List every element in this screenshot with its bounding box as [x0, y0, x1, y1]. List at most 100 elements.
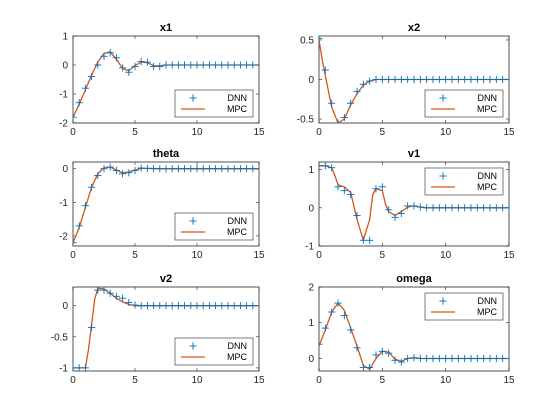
y-tick-label: -0.5 — [297, 115, 315, 126]
data-point-dnn — [372, 351, 380, 359]
data-point-dnn — [174, 165, 182, 173]
legend-box — [174, 337, 254, 366]
x-tick-label: 0 — [70, 127, 76, 138]
data-point-dnn — [187, 165, 195, 173]
chart-title: x2 — [408, 22, 420, 34]
data-point-dnn — [193, 165, 201, 173]
data-point-dnn — [397, 75, 405, 84]
data-point-dnn — [119, 294, 127, 302]
data-point-dnn — [416, 203, 424, 211]
data-point-dnn — [480, 75, 488, 84]
data-point-dnn — [334, 119, 342, 123]
data-point-dnn — [106, 49, 114, 57]
data-point-dnn — [442, 354, 450, 363]
x-tick-label: 15 — [253, 375, 265, 386]
data-point-dnn — [353, 211, 361, 220]
data-point-dnn — [218, 165, 226, 173]
data-point-dnn — [73, 239, 77, 246]
data-point-dnn — [435, 354, 443, 363]
legend-label: DNN — [478, 93, 498, 103]
data-point-dnn — [156, 302, 164, 310]
data-point-dnn — [81, 84, 89, 92]
legend-label: MPC — [477, 104, 498, 114]
x-tick-label: 5 — [132, 127, 138, 138]
x-tick-label: 0 — [316, 250, 322, 261]
data-point-dnn — [423, 204, 431, 212]
data-point-dnn — [187, 61, 195, 69]
data-point-dnn — [435, 75, 443, 84]
data-point-dnn — [410, 354, 418, 362]
legend-label: MPC — [227, 227, 248, 237]
data-point-dnn — [94, 61, 102, 69]
data-point-dnn — [505, 204, 509, 212]
data-point-dnn — [73, 364, 77, 371]
data-point-dnn — [94, 171, 102, 180]
data-point-dnn — [347, 190, 355, 199]
data-point-dnn — [505, 354, 509, 363]
data-area — [73, 287, 259, 371]
data-point-dnn — [75, 222, 83, 230]
data-point-dnn — [442, 204, 450, 212]
data-point-dnn — [473, 75, 481, 84]
data-point-dnn — [461, 354, 469, 363]
legend-plus-marker — [189, 94, 197, 102]
data-area — [73, 49, 259, 121]
data-point-dnn — [467, 75, 475, 84]
data-point-dnn — [75, 99, 83, 107]
data-point-dnn — [249, 61, 257, 69]
data-point-dnn — [448, 75, 456, 84]
data-point-dnn — [486, 204, 494, 212]
data-point-dnn — [205, 61, 213, 69]
y-tick-label: -2 — [59, 119, 68, 130]
legend-plus-marker — [189, 217, 197, 225]
data-point-dnn — [150, 302, 158, 310]
data-point-dnn — [143, 58, 151, 66]
data-point-dnn — [181, 165, 189, 173]
data-area — [319, 162, 509, 244]
y-tick-label: -0.5 — [51, 332, 69, 343]
data-point-dnn — [119, 64, 127, 72]
data-point-dnn — [442, 75, 450, 84]
y-tick-label: 0 — [308, 75, 314, 86]
data-point-dnn — [454, 354, 462, 363]
data-point-dnn — [112, 54, 120, 62]
y-tick-label: 1 — [308, 318, 314, 329]
data-point-dnn — [119, 170, 127, 178]
data-area — [73, 163, 259, 246]
x-tick-label: 10 — [191, 250, 203, 261]
data-point-dnn — [359, 80, 367, 88]
y-tick-label: -2 — [59, 231, 68, 242]
data-point-dnn — [340, 187, 348, 195]
y-tick-label: -1 — [305, 242, 314, 253]
data-point-dnn — [404, 354, 412, 363]
data-point-dnn — [480, 204, 488, 212]
x-tick-label: 15 — [503, 250, 515, 261]
y-tick-label: -1 — [59, 90, 68, 101]
data-point-dnn — [410, 202, 418, 210]
data-point-dnn — [162, 302, 170, 310]
data-point-dnn — [112, 292, 120, 300]
data-point-dnn — [125, 169, 133, 177]
legend-label: MPC — [227, 104, 248, 114]
x-tick-label: 5 — [380, 375, 386, 386]
data-point-dnn — [112, 166, 120, 174]
data-point-dnn — [199, 302, 207, 310]
data-point-dnn — [347, 99, 355, 107]
data-point-dnn — [131, 166, 139, 174]
x-tick-label: 0 — [70, 250, 76, 261]
data-point-dnn — [212, 61, 220, 69]
x-tick-label: 15 — [503, 127, 515, 138]
data-point-dnn — [448, 204, 456, 212]
data-point-dnn — [181, 302, 189, 310]
data-point-dnn — [366, 77, 374, 85]
x-tick-label: 15 — [503, 375, 515, 386]
data-point-dnn — [131, 301, 139, 309]
data-point-dnn — [391, 75, 399, 84]
data-point-dnn — [150, 62, 158, 71]
x-tick-label: 5 — [380, 127, 386, 138]
x-tick-label: 5 — [380, 250, 386, 261]
data-point-dnn — [150, 165, 158, 173]
